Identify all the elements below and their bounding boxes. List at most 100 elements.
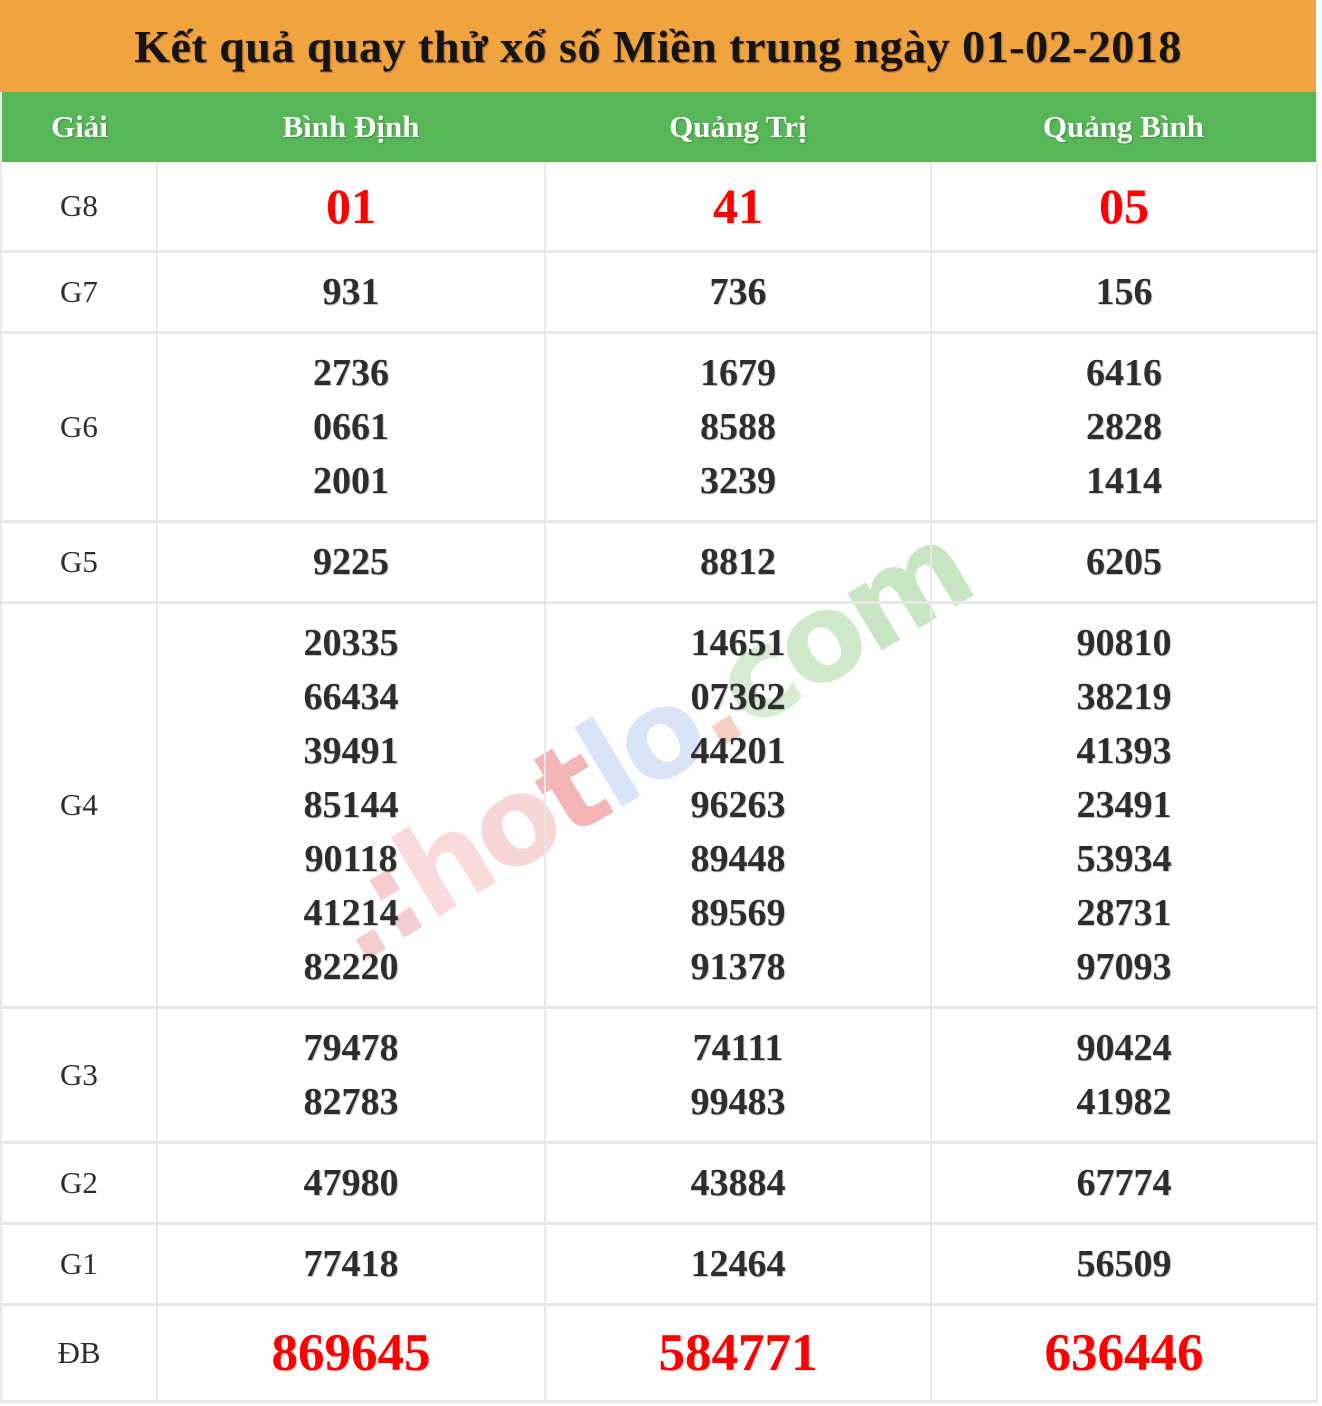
prize-number: 91378 — [690, 946, 786, 988]
prize-number: 67774 — [1076, 1162, 1172, 1204]
prize-cell: 636446 — [930, 1304, 1317, 1402]
prize-cell: 79478 82783 — [156, 1007, 545, 1143]
results-table: Giải Bình Định Quảng Trị Quảng Bình G8 01… — [0, 92, 1318, 1403]
prize-row-g6: G6 2736 0661 2001 1679 8588 3239 6416 2828 1414 — [1, 332, 1317, 522]
prize-row-g3: G3 79478 82783 74111 99483 90424 41982 — [1, 1007, 1317, 1143]
prize-cell: 2736 0661 2001 — [156, 332, 545, 522]
prize-number: 156 — [1095, 271, 1153, 313]
prize-number: 6416 — [1086, 352, 1162, 394]
prize-number: 47980 — [303, 1162, 399, 1204]
prize-label: G7 — [60, 274, 98, 309]
prize-cell: 01 — [156, 162, 545, 252]
prize-cell: 6416 2828 1414 — [930, 332, 1317, 522]
prize-cell: 9225 — [156, 521, 545, 603]
prize-number: 44201 — [690, 730, 786, 772]
prize-cell: 6205 — [930, 521, 1317, 603]
prize-number: 43884 — [690, 1162, 786, 1204]
column-header-row: Giải Bình Định Quảng Trị Quảng Bình — [1, 92, 1317, 162]
prize-number: 79478 — [303, 1027, 399, 1069]
prize-label: G4 — [60, 787, 98, 822]
prize-number: 584771 — [658, 1324, 818, 1382]
prize-row-g8: G8 01 41 05 — [1, 162, 1317, 252]
prize-number: 77418 — [303, 1243, 399, 1285]
prize-cell: 67774 — [930, 1142, 1317, 1224]
prize-number: 07362 — [690, 676, 786, 718]
prize-cell: 74111 99483 — [544, 1007, 931, 1143]
prize-number: 85144 — [303, 784, 399, 826]
prize-row-đb: ĐB 869645 584771 636446 — [1, 1304, 1317, 1402]
column-header-quang-binh: Quảng Bình — [931, 92, 1317, 162]
prize-label: G1 — [60, 1246, 98, 1281]
prize-number: 736 — [709, 271, 767, 313]
prize-number: 90424 — [1076, 1027, 1172, 1069]
prize-cell: 77418 — [156, 1223, 545, 1305]
title-bar: Kết quả quay thử xổ số Miền trung ngày 0… — [0, 0, 1316, 92]
prize-label: G3 — [60, 1057, 98, 1092]
prize-cell: 90424 41982 — [930, 1007, 1317, 1143]
prize-number: 89569 — [690, 892, 786, 934]
prize-cell: 584771 — [544, 1304, 931, 1402]
prize-cell: 20335 66434 39491 85144 90118 41214 82220 — [156, 602, 545, 1008]
column-header-binh-dinh: Bình Định — [157, 92, 545, 162]
prize-number: 28731 — [1076, 892, 1172, 934]
prize-cell: 90810 38219 41393 23491 53934 28731 97093 — [930, 602, 1317, 1008]
prize-number: 8812 — [700, 541, 776, 583]
prize-number: 0661 — [313, 406, 389, 448]
prize-number: 23491 — [1076, 784, 1172, 826]
prize-number: 3239 — [700, 460, 776, 502]
prize-row-g4: G4 20335 66434 39491 85144 90118 41214 82220 146… — [1, 602, 1317, 1008]
prize-label: G5 — [60, 544, 98, 579]
prize-row-g7: G7 931 736 156 — [1, 251, 1317, 333]
prize-number: 99483 — [690, 1081, 786, 1123]
prize-number: 869645 — [271, 1324, 431, 1382]
prize-number: 1414 — [1086, 460, 1162, 502]
prize-number: 41982 — [1076, 1081, 1172, 1123]
prize-cell: 56509 — [930, 1223, 1317, 1305]
prize-number: 66434 — [303, 676, 399, 718]
prize-cell: 05 — [930, 162, 1317, 252]
prize-number: 14651 — [690, 622, 786, 664]
prize-cell: 14651 07362 44201 96263 89448 89569 91378 — [544, 602, 931, 1008]
prize-number: 82783 — [303, 1081, 399, 1123]
prize-number: 90118 — [304, 838, 398, 880]
prize-cell: 43884 — [544, 1142, 931, 1224]
prize-cell: 931 — [156, 251, 545, 333]
prize-row-g1: G1 77418 12464 56509 — [1, 1223, 1317, 1305]
prize-cell: 156 — [930, 251, 1317, 333]
prize-number: 96263 — [690, 784, 786, 826]
prize-number: 01 — [326, 178, 376, 234]
prize-number: 89448 — [690, 838, 786, 880]
prize-number: 2001 — [313, 460, 389, 502]
prize-number: 6205 — [1086, 541, 1162, 583]
prize-number: 9225 — [313, 541, 389, 583]
prize-number: 8588 — [700, 406, 776, 448]
prize-number: 41393 — [1076, 730, 1172, 772]
prize-cell: 736 — [544, 251, 931, 333]
prize-number: 2828 — [1086, 406, 1162, 448]
prize-number: 74111 — [692, 1027, 784, 1069]
prize-number: 82220 — [303, 946, 399, 988]
prize-number: 05 — [1099, 178, 1149, 234]
prize-cell: 12464 — [544, 1223, 931, 1305]
prize-number: 931 — [322, 271, 380, 313]
page-title: Kết quả quay thử xổ số Miền trung ngày 0… — [134, 20, 1182, 72]
prize-number: 41 — [713, 178, 763, 234]
prize-row-g2: G2 47980 43884 67774 — [1, 1142, 1317, 1224]
prize-cell: 8812 — [544, 521, 931, 603]
prize-label: G8 — [60, 188, 98, 223]
prize-number: 97093 — [1076, 946, 1172, 988]
prize-cell: 1679 8588 3239 — [544, 332, 931, 522]
prize-label: ĐB — [57, 1335, 101, 1370]
prize-label: G2 — [60, 1165, 98, 1200]
column-header-quang-tri: Quảng Trị — [545, 92, 931, 162]
prize-cell: 47980 — [156, 1142, 545, 1224]
prize-number: 39491 — [303, 730, 399, 772]
prize-number: 20335 — [303, 622, 399, 664]
prize-number: 636446 — [1044, 1324, 1204, 1382]
prize-number: 53934 — [1076, 838, 1172, 880]
prize-number: 2736 — [313, 352, 389, 394]
prize-number: 1679 — [700, 352, 776, 394]
prize-label: G6 — [60, 409, 98, 444]
prize-number: 41214 — [303, 892, 399, 934]
